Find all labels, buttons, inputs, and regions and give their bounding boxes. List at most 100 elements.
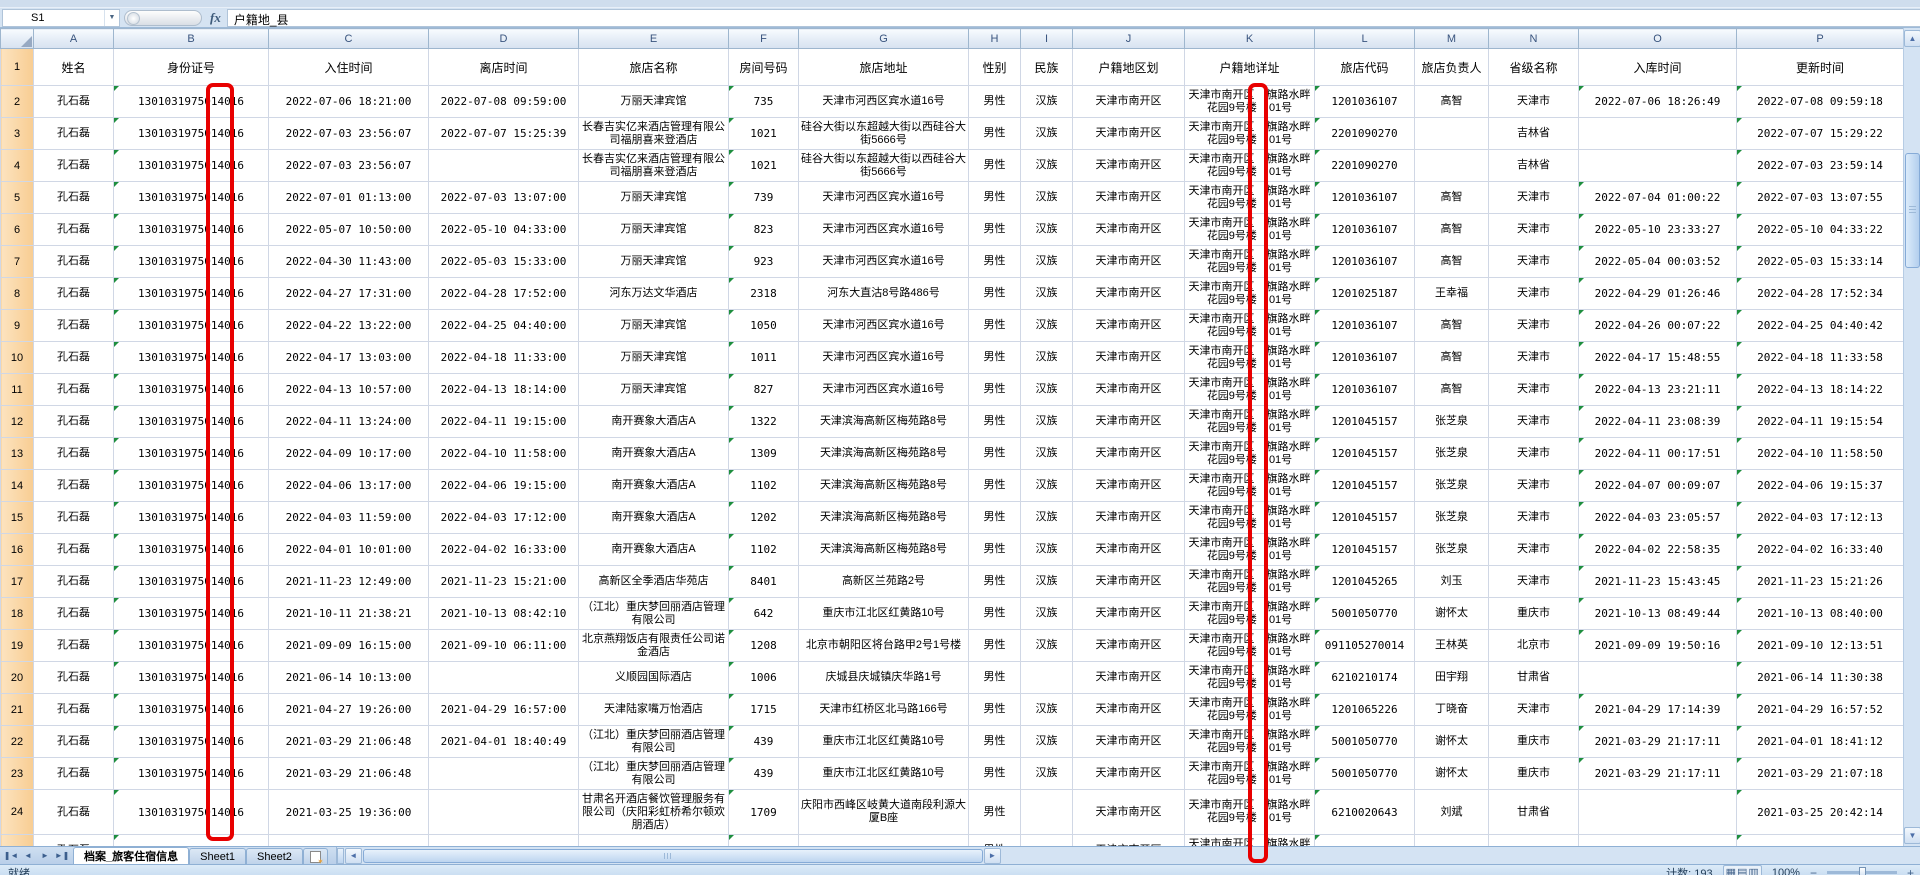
cell-hotel-manager[interactable]: 高智 bbox=[1414, 181, 1489, 214]
name-box[interactable]: S1 ▼ bbox=[2, 8, 120, 27]
cell-id-number[interactable]: 1301031975014016 bbox=[113, 85, 269, 118]
cell-hotel-manager[interactable]: 高智 bbox=[1414, 341, 1489, 374]
cell-region[interactable]: 天津市南开区 bbox=[1072, 693, 1185, 726]
row-header-15[interactable]: 15 bbox=[0, 501, 34, 534]
cell-hotel-address[interactable]: 天津市河西区宾水道16号 bbox=[798, 213, 969, 246]
cell-entry-time[interactable]: 2021-04-29 17:14:39 bbox=[1578, 693, 1737, 726]
cell-hotel-name[interactable]: 万丽天津宾馆 bbox=[578, 309, 729, 342]
cell-room-number[interactable]: 1202 bbox=[728, 501, 799, 534]
cell-checkout-time[interactable]: 2022-07-07 15:25:39 bbox=[428, 117, 579, 150]
cell-ethnicity[interactable] bbox=[1020, 834, 1073, 846]
tab-split-handle[interactable] bbox=[336, 847, 344, 864]
field-header-N[interactable]: 省级名称 bbox=[1488, 48, 1579, 86]
cell-entry-time[interactable]: 2022-04-11 23:08:39 bbox=[1578, 405, 1737, 438]
cell-hotel-code[interactable]: 2201090270 bbox=[1314, 117, 1415, 150]
cell-hotel-name[interactable]: 天津陆家嘴万怡酒店 bbox=[578, 693, 729, 726]
cell-ethnicity[interactable]: 汉族 bbox=[1020, 757, 1073, 790]
cell-hotel-name[interactable] bbox=[578, 834, 729, 846]
cell-update-time[interactable]: 2021-06-14 11:30:38 bbox=[1736, 661, 1903, 694]
cell-hotel-address[interactable]: 高新区兰苑路2号 bbox=[798, 565, 969, 598]
field-header-A[interactable]: 姓名 bbox=[33, 48, 114, 86]
cell-checkout-time[interactable]: 2022-04-18 11:33:00 bbox=[428, 341, 579, 374]
cell-entry-time[interactable]: 2022-04-26 00:07:22 bbox=[1578, 309, 1737, 342]
cell-hotel-code[interactable]: 1201025187 bbox=[1314, 277, 1415, 310]
cell-hotel-code[interactable]: 1201045157 bbox=[1314, 533, 1415, 566]
column-header-O[interactable]: O bbox=[1578, 28, 1737, 49]
cell-id-number[interactable]: 1301031975014016 bbox=[113, 597, 269, 630]
cell-room-number[interactable]: 1309 bbox=[728, 437, 799, 470]
cell-name[interactable]: 孔石磊 bbox=[33, 117, 114, 150]
cell-region[interactable]: 天津市南开区 bbox=[1072, 629, 1185, 662]
cell-id-number[interactable]: 1301031975014016 bbox=[113, 373, 269, 406]
row-header-10[interactable]: 10 bbox=[0, 341, 34, 374]
cell-name[interactable]: 孔石磊 bbox=[33, 213, 114, 246]
cell-update-time[interactable]: 2022-04-28 17:52:34 bbox=[1736, 277, 1903, 310]
cell-ethnicity[interactable]: 汉族 bbox=[1020, 597, 1073, 630]
cell-hotel-code[interactable]: 1201036107 bbox=[1314, 213, 1415, 246]
insert-function-icon[interactable]: fx bbox=[210, 9, 221, 25]
cell-gender[interactable]: 男性 bbox=[968, 277, 1021, 310]
cell-room-number[interactable]: 827 bbox=[728, 373, 799, 406]
column-header-C[interactable]: C bbox=[268, 28, 429, 49]
cell-gender[interactable]: 男性 bbox=[968, 757, 1021, 790]
cell-room-number[interactable]: 1102 bbox=[728, 533, 799, 566]
cell-hotel-name[interactable]: 万丽天津宾馆 bbox=[578, 85, 729, 118]
cell-hotel-name[interactable]: 万丽天津宾馆 bbox=[578, 181, 729, 214]
cell-hotel-code[interactable]: 1201045157 bbox=[1314, 501, 1415, 534]
cell-checkin-time[interactable]: 2021-03-29 21:06:48 bbox=[268, 725, 429, 758]
column-header-E[interactable]: E bbox=[578, 28, 729, 49]
cell-gender[interactable]: 男性 bbox=[968, 629, 1021, 662]
cell-region[interactable]: 天津市南开区 bbox=[1072, 405, 1185, 438]
cell-hotel-address[interactable]: 硅谷大街以东超越大街以西硅谷大街5666号 bbox=[798, 117, 969, 150]
cell-hotel-address[interactable] bbox=[798, 834, 969, 846]
field-header-O[interactable]: 入库时间 bbox=[1578, 48, 1737, 86]
cell-hotel-manager[interactable]: 丁晓奋 bbox=[1414, 693, 1489, 726]
cell-gender[interactable]: 男性 bbox=[968, 469, 1021, 502]
column-header-J[interactable]: J bbox=[1072, 28, 1185, 49]
cell-id-number[interactable]: 1301031975014016 bbox=[113, 245, 269, 278]
cell-checkin-time[interactable]: 2022-05-07 10:50:00 bbox=[268, 213, 429, 246]
cell-hotel-name[interactable]: 义顺园国际酒店 bbox=[578, 661, 729, 694]
cell-id-number[interactable]: 1301031975014016 bbox=[113, 437, 269, 470]
cell-id-number[interactable]: 1301031975014016 bbox=[113, 789, 269, 835]
cell-checkout-time[interactable]: 2021-04-29 16:57:00 bbox=[428, 693, 579, 726]
row-header-8[interactable]: 8 bbox=[0, 277, 34, 310]
cell-hotel-name[interactable]: 南开赛象大酒店A bbox=[578, 533, 729, 566]
cell-hotel-code[interactable]: 1201036107 bbox=[1314, 309, 1415, 342]
cell-checkin-time[interactable]: 2022-04-13 10:57:00 bbox=[268, 373, 429, 406]
cell-province[interactable]: 天津市 bbox=[1488, 373, 1579, 406]
cell-room-number[interactable]: 923 bbox=[728, 245, 799, 278]
cell-gender[interactable]: 男性 bbox=[968, 533, 1021, 566]
vertical-scroll-thumb[interactable] bbox=[1905, 153, 1920, 268]
cell-update-time[interactable]: 2021-09-10 12:13:51 bbox=[1736, 629, 1903, 662]
row-header-18[interactable]: 18 bbox=[0, 597, 34, 630]
cell-room-number[interactable]: 739 bbox=[728, 181, 799, 214]
row-header-2[interactable]: 2 bbox=[0, 85, 34, 118]
cell-province[interactable]: 吉林省 bbox=[1488, 149, 1579, 182]
cell-checkout-time[interactable]: 2022-07-08 09:59:00 bbox=[428, 85, 579, 118]
cell-id-number[interactable]: 1301031975014016 bbox=[113, 501, 269, 534]
cell-gender[interactable]: 男性 bbox=[968, 693, 1021, 726]
cell-update-time[interactable]: 2021-03-25 20:42:14 bbox=[1736, 789, 1903, 835]
field-header-L[interactable]: 旅店代码 bbox=[1314, 48, 1415, 86]
cell-checkin-time[interactable]: 2022-04-03 11:59:00 bbox=[268, 501, 429, 534]
cell-gender[interactable]: 男性 bbox=[968, 373, 1021, 406]
column-header-K[interactable]: K bbox=[1184, 28, 1315, 49]
cell-hotel-manager[interactable] bbox=[1414, 117, 1489, 150]
cell-region[interactable]: 天津市南开区 bbox=[1072, 213, 1185, 246]
cell-entry-time[interactable]: 2022-04-07 00:09:07 bbox=[1578, 469, 1737, 502]
cell-room-number[interactable]: 642 bbox=[728, 597, 799, 630]
cell-update-time[interactable]: 2021-11-23 15:21:26 bbox=[1736, 565, 1903, 598]
scroll-left-icon[interactable]: ◄ bbox=[344, 847, 362, 864]
cell-update-time[interactable]: 2022-04-18 11:33:58 bbox=[1736, 341, 1903, 374]
row-header-17[interactable]: 17 bbox=[0, 565, 34, 598]
cell-hotel-manager[interactable]: 张芝泉 bbox=[1414, 469, 1489, 502]
